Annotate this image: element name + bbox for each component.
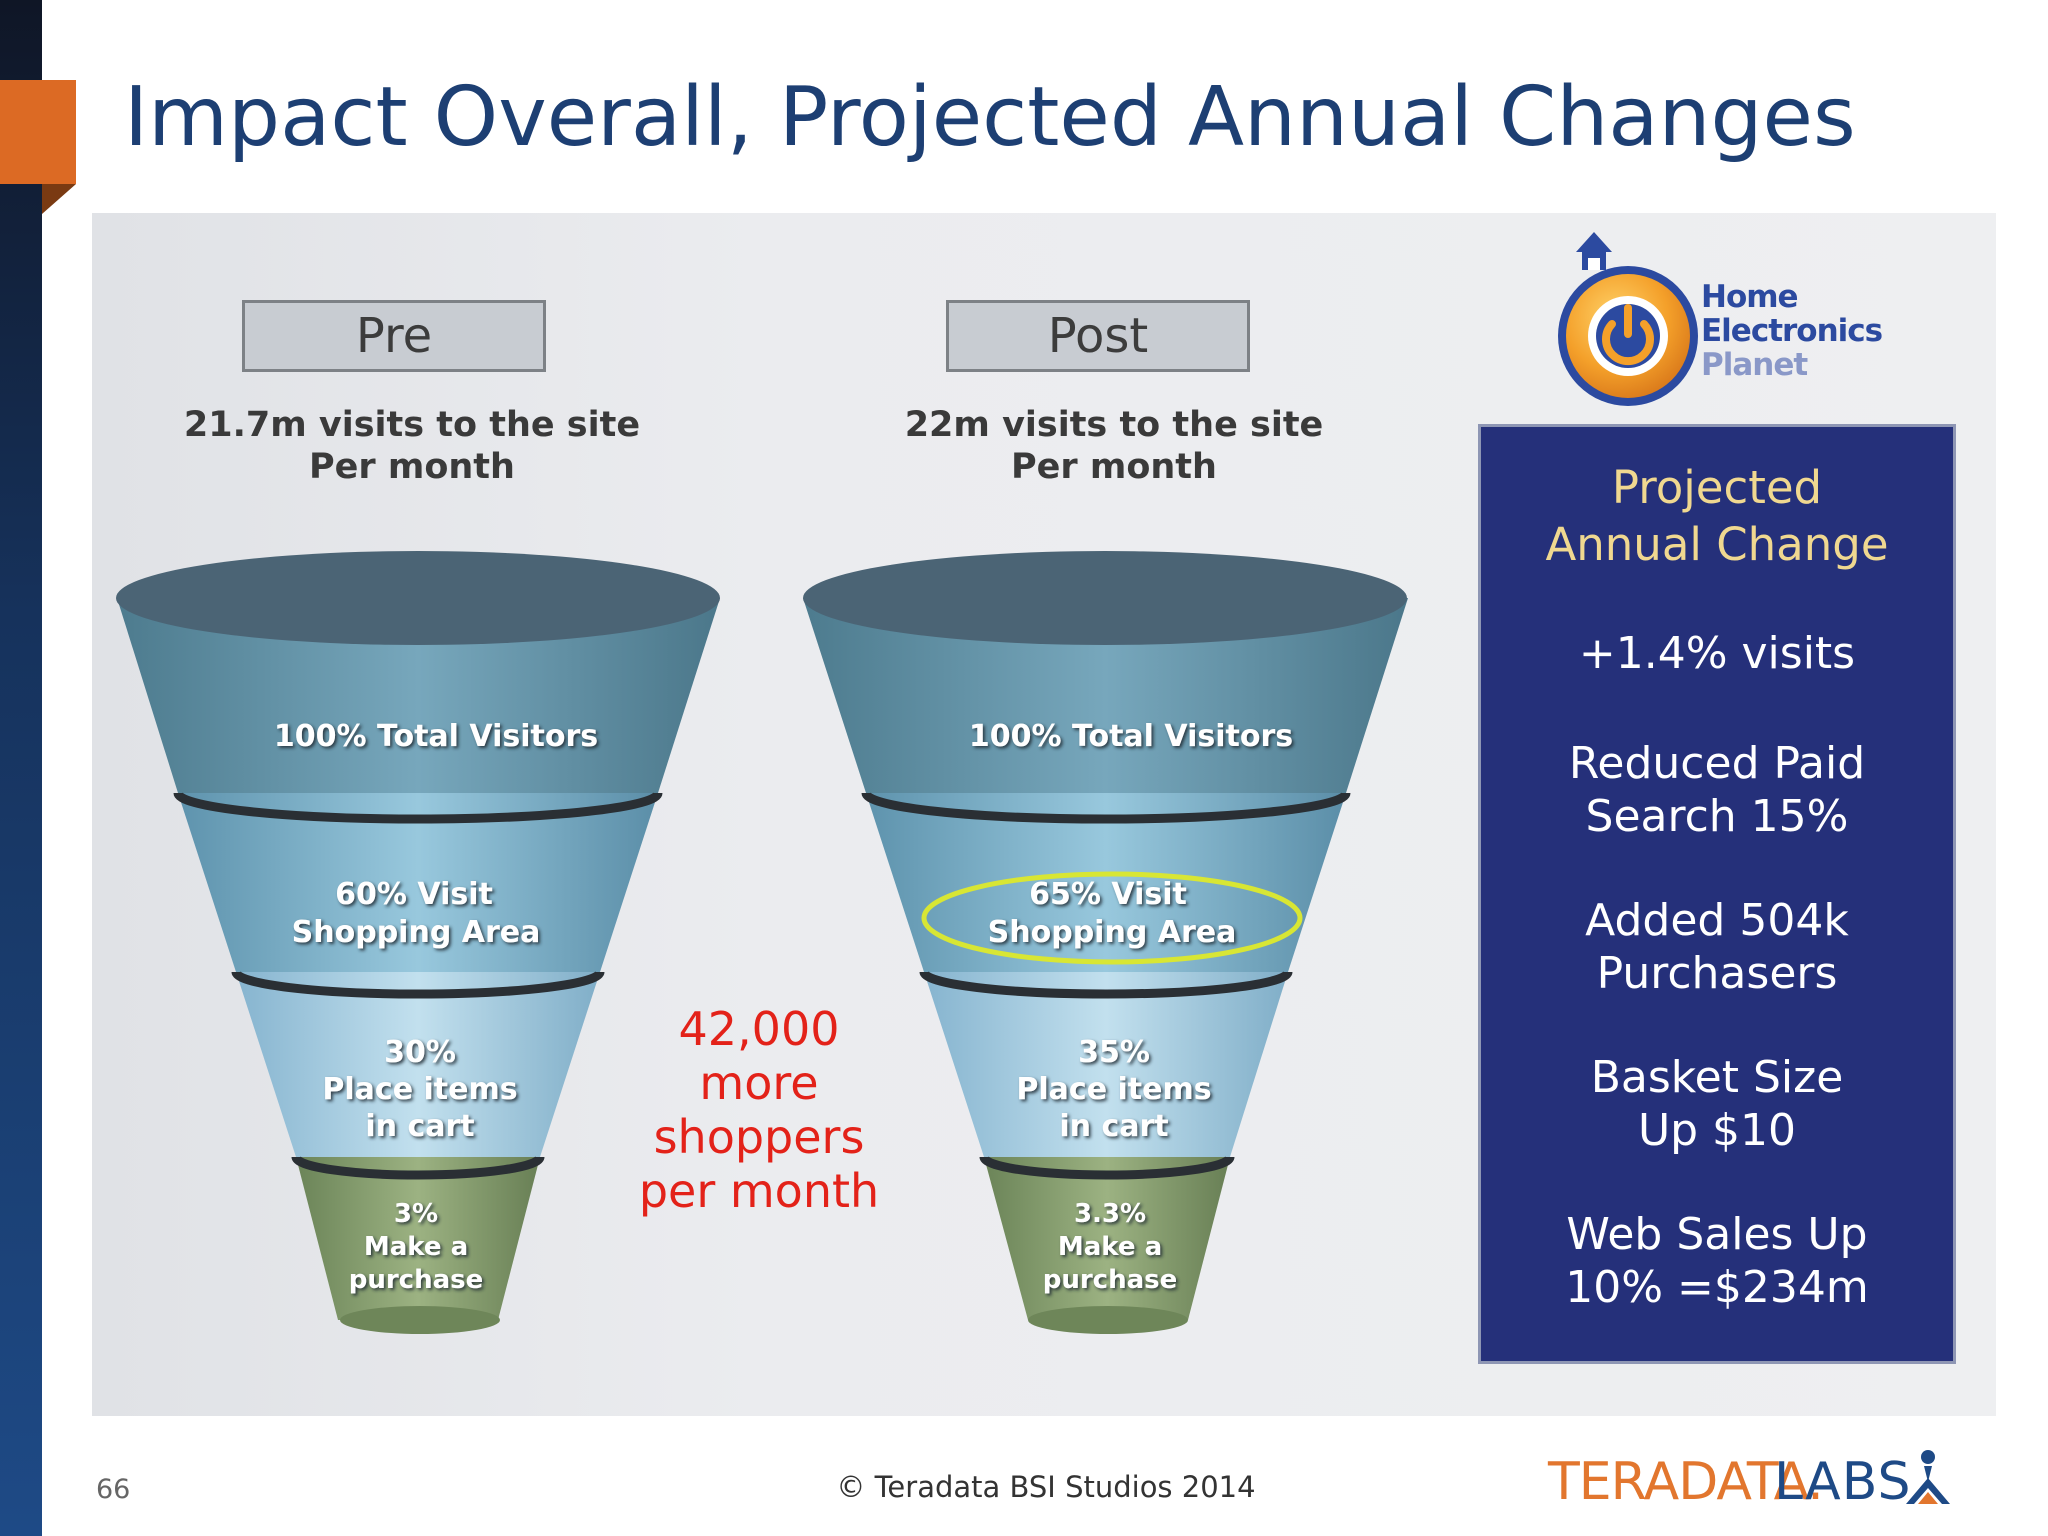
logo-word-planet: Planet	[1701, 347, 1808, 383]
change-item-line: Search 15%	[1585, 791, 1849, 842]
post-funnel-rim	[803, 551, 1407, 645]
more-shoppers-callout: 42,000 more shoppers per month	[598, 1002, 920, 1218]
callout-line4: per month	[638, 1164, 880, 1218]
post-stage-shopping-area	[866, 793, 1346, 972]
post-funnel-bottom	[1028, 1306, 1188, 1334]
post-visits-line2: Per month	[1011, 447, 1217, 487]
change-item-line: Added 504k	[1585, 895, 1849, 946]
teradata-labs-icon	[1906, 1450, 1950, 1504]
post-ring-3	[979, 1155, 1235, 1180]
heading-line1: Projected	[1611, 461, 1823, 514]
pre-funnel-bottom	[340, 1306, 500, 1334]
pre-stage-cart	[236, 972, 600, 1157]
pre-stage-shopping-area	[178, 793, 658, 972]
pre-funnel: 100% Total Visitors 60% Visit Shopping A…	[116, 551, 720, 1334]
pre-stage4-label-c: purchase	[349, 1265, 484, 1295]
pre-ring-3	[291, 1155, 545, 1180]
post-stage-total-visitors	[803, 598, 1408, 793]
post-stage4-label-b: Make a	[1058, 1232, 1162, 1262]
pre-stage2-label-b: Shopping Area	[292, 915, 541, 950]
callout-line3: shoppers	[653, 1110, 865, 1164]
post-stage4-label-c: purchase	[1043, 1265, 1178, 1295]
change-item-web-sales: Web Sales Up 10% =$234m	[1481, 1208, 1953, 1314]
pre-visits-line1: 21.7m visits to the site	[183, 405, 641, 445]
post-stage2-label-a: 65% Visit	[1029, 877, 1187, 912]
pre-ring-2	[231, 970, 605, 999]
post-ring-2	[919, 970, 1293, 999]
pre-stage4-label-a: 3%	[394, 1199, 438, 1229]
left-sidebar-strip	[0, 0, 42, 1536]
pre-stage1-label: 100% Total Visitors	[274, 719, 598, 754]
pre-visits-caption: 21.7m visits to the site Per month	[152, 404, 672, 488]
projected-change-heading: Projected Annual Change	[1481, 459, 1953, 573]
callout-line1: 42,000	[678, 1002, 840, 1056]
change-item-line: Reduced Paid	[1568, 738, 1866, 789]
slide-title: Impact Overall, Projected Annual Changes	[124, 70, 1856, 165]
post-visits-caption: 22m visits to the site Per month	[854, 404, 1374, 488]
pre-stage3-label-b: Place items	[322, 1072, 517, 1107]
change-item-line: Purchasers	[1596, 948, 1838, 999]
page-number: 66	[96, 1474, 131, 1505]
pre-stage-purchase	[296, 1157, 540, 1320]
logo-word-electronics: Electronics	[1701, 313, 1883, 349]
change-item-purchasers: Added 504k Purchasers	[1481, 894, 1953, 1000]
change-item-line: Web Sales Up	[1566, 1209, 1868, 1260]
post-stage4-label-a: 3.3%	[1074, 1199, 1146, 1229]
post-ring-1	[861, 791, 1351, 824]
change-item-line: Basket Size	[1590, 1052, 1844, 1103]
callout-line2: more	[699, 1056, 819, 1110]
heading-line2: Annual Change	[1545, 518, 1889, 571]
post-stage-purchase	[984, 1157, 1230, 1320]
projected-change-box: Projected Annual Change +1.4% visits Red…	[1478, 424, 1956, 1364]
change-item-paid-search: Reduced Paid Search 15%	[1481, 737, 1953, 843]
teradata-labs-logo: TERADATA. LABS	[1548, 1448, 1968, 1512]
home-electronics-planet-logo: Home Electronics Planet	[1556, 228, 1886, 418]
post-stage3-label-c: in cart	[1059, 1109, 1168, 1144]
pre-label-box: Pre	[242, 300, 546, 372]
post-stage3-label-a: 35%	[1078, 1035, 1150, 1070]
pre-stage3-label-a: 30%	[384, 1035, 456, 1070]
orange-accent-tab	[0, 80, 76, 184]
post-label-box: Post	[946, 300, 1250, 372]
accent-fold	[42, 184, 76, 214]
pre-stage-total-visitors	[117, 598, 720, 793]
logo-word-home: Home	[1701, 279, 1799, 315]
highlight-ring	[921, 871, 1303, 965]
change-item-line: +1.4% visits	[1578, 628, 1856, 679]
change-item-line: Up $10	[1637, 1105, 1797, 1156]
teradata-wordmark: TERADATA.	[1548, 1452, 1824, 1512]
post-stage1-label: 100% Total Visitors	[969, 719, 1293, 754]
pre-stage2-label-a: 60% Visit	[335, 877, 493, 912]
power-icon	[1558, 232, 1698, 406]
change-item-basket-size: Basket Size Up $10	[1481, 1051, 1953, 1157]
pre-funnel-rim	[116, 551, 720, 645]
post-stage-cart	[924, 972, 1288, 1157]
labs-wordmark: LABS	[1774, 1452, 1912, 1512]
post-funnel: 100% Total Visitors 65% Visit Shopping A…	[803, 551, 1408, 1334]
change-item-line: 10% =$234m	[1565, 1262, 1869, 1313]
change-item-visits: +1.4% visits	[1481, 627, 1953, 680]
pre-stage3-label-c: in cart	[365, 1109, 474, 1144]
post-stage2-label-b: Shopping Area	[988, 915, 1237, 950]
pre-visits-line2: Per month	[309, 447, 515, 487]
post-visits-line1: 22m visits to the site	[904, 405, 1324, 445]
copyright-text: © Teradata BSI Studios 2014	[836, 1470, 1256, 1504]
pre-stage4-label-b: Make a	[364, 1232, 468, 1262]
post-stage3-label-b: Place items	[1016, 1072, 1211, 1107]
pre-ring-1	[173, 791, 663, 824]
